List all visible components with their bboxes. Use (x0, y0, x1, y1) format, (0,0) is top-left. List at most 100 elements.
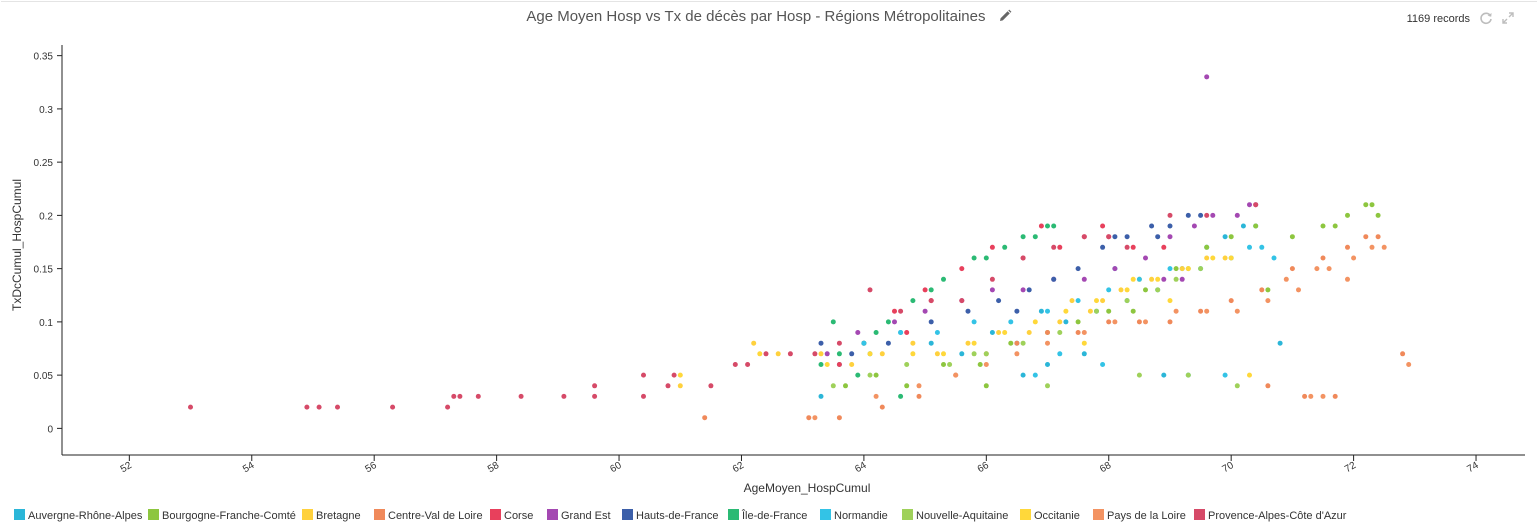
data-point[interactable] (1161, 372, 1167, 378)
data-point[interactable] (916, 383, 922, 389)
data-point[interactable] (1332, 223, 1338, 229)
data-point[interactable] (1014, 351, 1020, 357)
data-point[interactable] (1149, 223, 1155, 229)
data-point[interactable] (1045, 362, 1050, 367)
data-point[interactable] (916, 393, 922, 399)
legend-item[interactable]: Corse (490, 509, 533, 522)
data-point[interactable] (1143, 319, 1148, 325)
data-point[interactable] (971, 351, 977, 357)
data-point[interactable] (1032, 372, 1038, 378)
data-point[interactable] (1161, 276, 1167, 282)
data-point[interactable] (1081, 276, 1087, 282)
data-point[interactable] (1106, 287, 1112, 293)
data-point[interactable] (1081, 351, 1087, 357)
data-point[interactable] (1130, 276, 1136, 282)
data-point[interactable] (475, 393, 481, 399)
data-point[interactable] (1124, 234, 1130, 240)
data-point[interactable] (855, 330, 861, 335)
data-point[interactable] (971, 319, 977, 325)
data-point[interactable] (1094, 308, 1099, 314)
data-point[interactable] (898, 393, 904, 399)
data-point[interactable] (1008, 319, 1014, 325)
data-point[interactable] (1179, 266, 1185, 272)
data-point[interactable] (922, 287, 928, 293)
expand-icon[interactable] (1501, 11, 1515, 25)
data-point[interactable] (830, 319, 836, 325)
data-point[interactable] (1345, 276, 1350, 282)
data-point[interactable] (671, 372, 677, 378)
data-point[interactable] (941, 351, 946, 357)
data-point[interactable] (1045, 330, 1050, 335)
data-point[interactable] (1081, 330, 1087, 335)
data-point[interactable] (757, 351, 763, 357)
data-point[interactable] (965, 308, 971, 314)
data-point[interactable] (708, 383, 714, 389)
legend-item[interactable]: Centre-Val de Loire (374, 509, 483, 522)
data-point[interactable] (1179, 276, 1185, 282)
data-point[interactable] (304, 404, 310, 410)
data-point[interactable] (996, 330, 1002, 335)
data-point[interactable] (1406, 362, 1412, 367)
data-point[interactable] (1228, 255, 1234, 261)
data-point[interactable] (879, 404, 885, 410)
data-point[interactable] (1345, 244, 1350, 250)
data-point[interactable] (885, 319, 891, 325)
legend-item[interactable]: Bretagne (302, 509, 361, 522)
data-point[interactable] (1106, 319, 1112, 325)
data-point[interactable] (861, 340, 867, 346)
data-point[interactable] (1081, 234, 1087, 240)
data-point[interactable] (1173, 276, 1179, 282)
data-point[interactable] (1185, 266, 1191, 272)
data-point[interactable] (1014, 340, 1020, 346)
data-point[interactable] (867, 372, 873, 378)
data-point[interactable] (390, 404, 396, 410)
data-point[interactable] (335, 404, 340, 410)
data-point[interactable] (1008, 340, 1014, 346)
data-point[interactable] (1167, 319, 1173, 325)
data-point[interactable] (677, 383, 683, 389)
data-point[interactable] (1124, 244, 1130, 250)
data-point[interactable] (1198, 308, 1204, 314)
data-point[interactable] (836, 340, 842, 346)
data-point[interactable] (1100, 362, 1106, 367)
data-point[interactable] (806, 415, 812, 421)
data-point[interactable] (989, 276, 995, 282)
data-point[interactable] (1400, 351, 1406, 357)
data-point[interactable] (824, 351, 830, 357)
data-point[interactable] (836, 415, 842, 421)
data-point[interactable] (1185, 372, 1191, 378)
data-point[interactable] (787, 351, 793, 357)
data-point[interactable] (941, 362, 946, 367)
data-point[interactable] (1204, 74, 1210, 80)
data-point[interactable] (1100, 223, 1106, 229)
data-point[interactable] (1363, 234, 1369, 240)
data-point[interactable] (775, 351, 781, 357)
data-point[interactable] (1130, 244, 1136, 250)
legend-item[interactable]: Pays de la Loire (1093, 509, 1186, 522)
legend-item[interactable]: Bourgogne-Franche-Comté (148, 509, 296, 522)
data-point[interactable] (1112, 234, 1118, 240)
data-point[interactable] (1051, 244, 1057, 250)
data-point[interactable] (1020, 234, 1026, 240)
data-point[interactable] (873, 330, 879, 335)
data-point[interactable] (922, 308, 928, 314)
data-point[interactable] (989, 244, 995, 250)
data-point[interactable] (1369, 244, 1375, 250)
data-point[interactable] (1143, 287, 1148, 293)
data-point[interactable] (983, 383, 989, 389)
data-point[interactable] (910, 351, 916, 357)
data-point[interactable] (702, 415, 708, 421)
data-point[interactable] (451, 393, 457, 399)
data-point[interactable] (1308, 393, 1314, 399)
data-point[interactable] (818, 362, 824, 367)
data-point[interactable] (1100, 298, 1106, 304)
data-point[interactable] (1136, 319, 1142, 325)
data-point[interactable] (763, 351, 769, 357)
data-point[interactable] (1204, 212, 1210, 218)
data-point[interactable] (1363, 202, 1369, 208)
data-point[interactable] (1057, 330, 1063, 335)
data-point[interactable] (1210, 212, 1216, 218)
data-point[interactable] (745, 362, 751, 367)
data-point[interactable] (1167, 298, 1173, 304)
data-point[interactable] (1149, 276, 1155, 282)
